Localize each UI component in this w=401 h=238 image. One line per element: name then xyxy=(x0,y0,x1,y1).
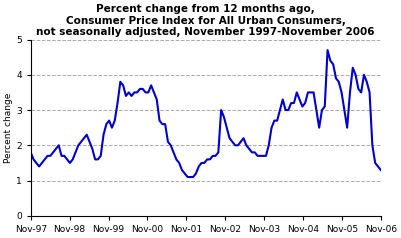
Y-axis label: Percent change: Percent change xyxy=(4,93,13,163)
Title: Percent change from 12 months ago,
Consumer Price Index for All Urban Consumers,: Percent change from 12 months ago, Consu… xyxy=(36,4,375,37)
